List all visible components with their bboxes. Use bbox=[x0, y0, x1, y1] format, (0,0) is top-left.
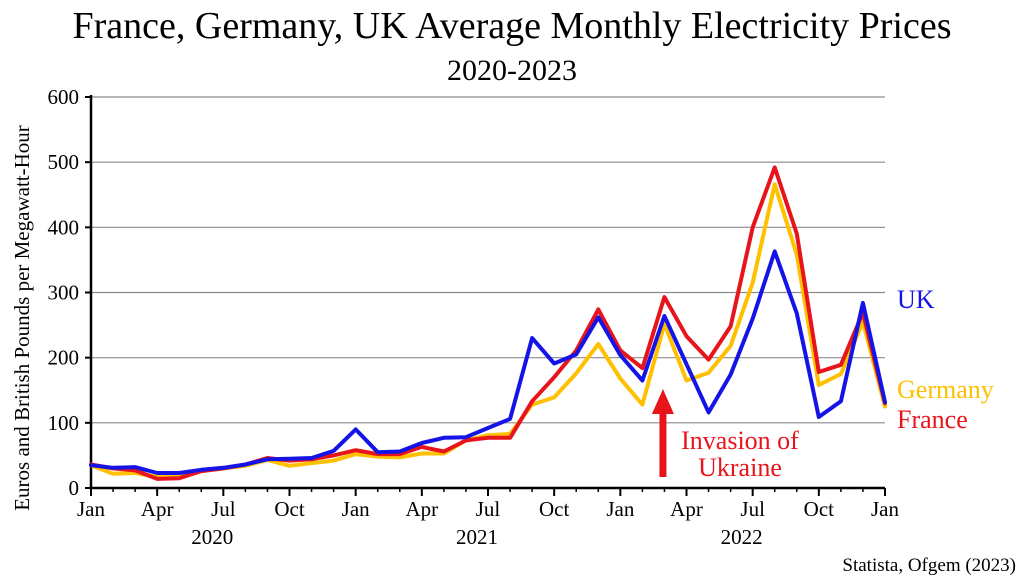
x-tick-label: Jul bbox=[740, 497, 765, 521]
x-tick-label: Jul bbox=[211, 497, 236, 521]
y-tick-label: 0 bbox=[69, 476, 80, 500]
legend-label-france: France bbox=[897, 405, 968, 434]
x-tick-label: Jul bbox=[476, 497, 501, 521]
x-tick-label: Jan bbox=[606, 497, 634, 521]
year-label: 2021 bbox=[456, 525, 498, 549]
x-tick-label: Jan bbox=[77, 497, 105, 521]
annotation-arrow-head bbox=[651, 389, 674, 414]
x-tick-label: Apr bbox=[670, 497, 703, 521]
annotation-text-line2: Ukraine bbox=[698, 453, 782, 482]
y-tick-label: 300 bbox=[48, 281, 80, 305]
x-tick-label: Oct bbox=[274, 497, 304, 521]
y-tick-label: 600 bbox=[48, 85, 80, 109]
legend-label-germany: Germany bbox=[897, 375, 994, 404]
x-tick-label: Apr bbox=[405, 497, 438, 521]
y-tick-label: 400 bbox=[48, 215, 80, 239]
annotation-text-line1: Invasion of bbox=[681, 426, 799, 455]
x-tick-labels: Jan Apr Jul Oct Jan Apr Jul Oct Jan Apr Jul Oct Jan 2… bbox=[77, 497, 899, 549]
x-tick-label: Jan bbox=[871, 497, 899, 521]
y-tick-label: 100 bbox=[48, 411, 80, 435]
series-line-uk bbox=[89, 249, 887, 475]
axes bbox=[89, 95, 886, 496]
data-series bbox=[89, 165, 887, 481]
x-tick-label: Apr bbox=[141, 497, 174, 521]
y-tick-label: 500 bbox=[48, 150, 80, 174]
legend-label-uk: UK bbox=[897, 285, 935, 314]
y-tick-label: 200 bbox=[48, 346, 80, 370]
year-label: 2022 bbox=[721, 525, 763, 549]
chart-title: France, Germany, UK Average Monthly Elec… bbox=[73, 5, 952, 47]
chart-subtitle: 2020-2023 bbox=[447, 54, 577, 87]
x-tick-label: Jan bbox=[342, 497, 370, 521]
source-credit: Statista, Ofgem (2023) bbox=[842, 555, 1016, 576]
x-tick-label: Oct bbox=[804, 497, 834, 521]
gridlines bbox=[85, 96, 885, 489]
y-axis-label: Euros and British Pounds per Megawatt-Ho… bbox=[10, 125, 34, 511]
x-tick-label: Oct bbox=[539, 497, 569, 521]
year-label: 2020 bbox=[191, 525, 233, 549]
y-tick-labels: 0 100 200 300 400 500 600 bbox=[48, 85, 80, 500]
